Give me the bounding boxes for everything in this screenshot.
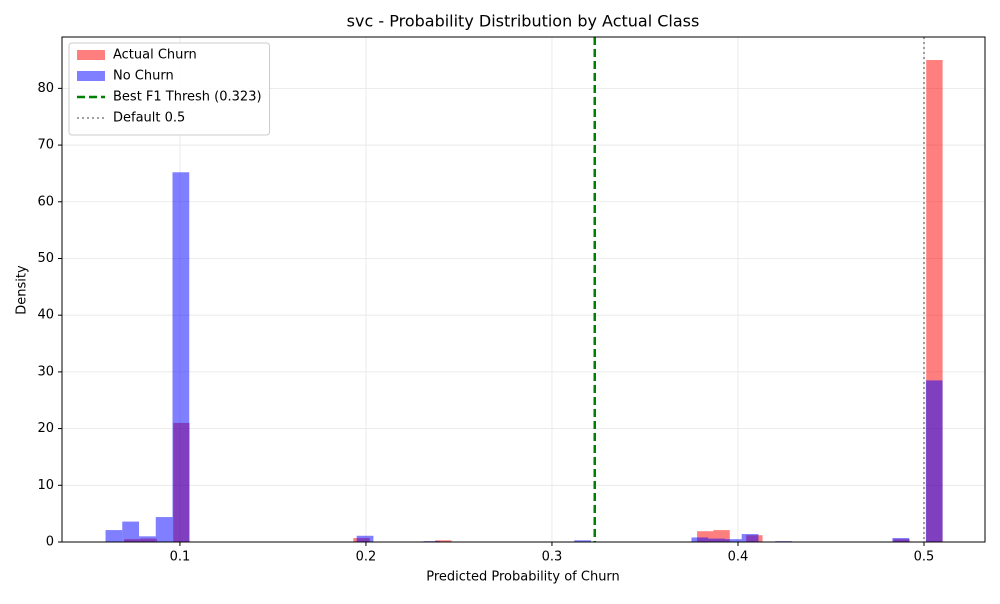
legend: Actual Churn No Churn Best F1 Thresh (0.32… bbox=[68, 42, 271, 136]
legend-box bbox=[68, 42, 271, 136]
y-tick-label: 80 bbox=[37, 81, 54, 96]
legend-label: Default 0.5 bbox=[113, 111, 185, 126]
y-tick-label: 20 bbox=[37, 421, 54, 436]
legend-swatch bbox=[77, 50, 105, 60]
histogram-bar bbox=[713, 530, 730, 542]
plot-frame bbox=[61, 36, 986, 543]
histogram-bar bbox=[724, 539, 742, 542]
histogram-bar bbox=[691, 537, 709, 542]
histogram-bar bbox=[925, 380, 943, 542]
y-axis-label: Density bbox=[15, 265, 30, 315]
y-tick-label: 10 bbox=[37, 478, 54, 493]
chart-title: svc - Probability Distribution by Actual… bbox=[347, 12, 700, 31]
legend-swatch bbox=[77, 71, 105, 81]
x-tick-label: 0.4 bbox=[728, 550, 749, 565]
x-tick-label: 0.1 bbox=[170, 550, 191, 565]
histogram-bar bbox=[155, 517, 173, 542]
y-tick-label: 0 bbox=[46, 535, 54, 550]
histogram-bar bbox=[708, 538, 725, 542]
x-tick-label: 0.5 bbox=[914, 550, 935, 565]
x-tick-label: 0.3 bbox=[542, 550, 563, 565]
x-tick-label: 0.2 bbox=[356, 550, 377, 565]
y-tick-label: 50 bbox=[37, 251, 54, 266]
histogram-bar bbox=[172, 172, 190, 542]
y-tick-label: 60 bbox=[37, 194, 54, 209]
y-tick-label: 40 bbox=[37, 308, 54, 323]
y-tick-label: 70 bbox=[37, 138, 54, 153]
histogram-bar bbox=[892, 538, 910, 542]
histogram-bar bbox=[574, 540, 592, 542]
histogram-bar bbox=[435, 540, 452, 542]
x-axis-label: Predicted Probability of Churn bbox=[426, 570, 620, 585]
legend-label: No Churn bbox=[113, 69, 174, 84]
histogram-bar bbox=[697, 531, 714, 542]
legend-label: Best F1 Thresh (0.323) bbox=[113, 90, 262, 105]
y-tick-label: 30 bbox=[37, 364, 54, 379]
histogram-bar bbox=[139, 536, 156, 542]
histogram-bar bbox=[122, 521, 140, 542]
legend-label: Actual Churn bbox=[113, 48, 197, 63]
histogram-bar bbox=[741, 534, 759, 542]
histogram-bar bbox=[356, 535, 374, 542]
histogram-bar bbox=[105, 530, 123, 542]
